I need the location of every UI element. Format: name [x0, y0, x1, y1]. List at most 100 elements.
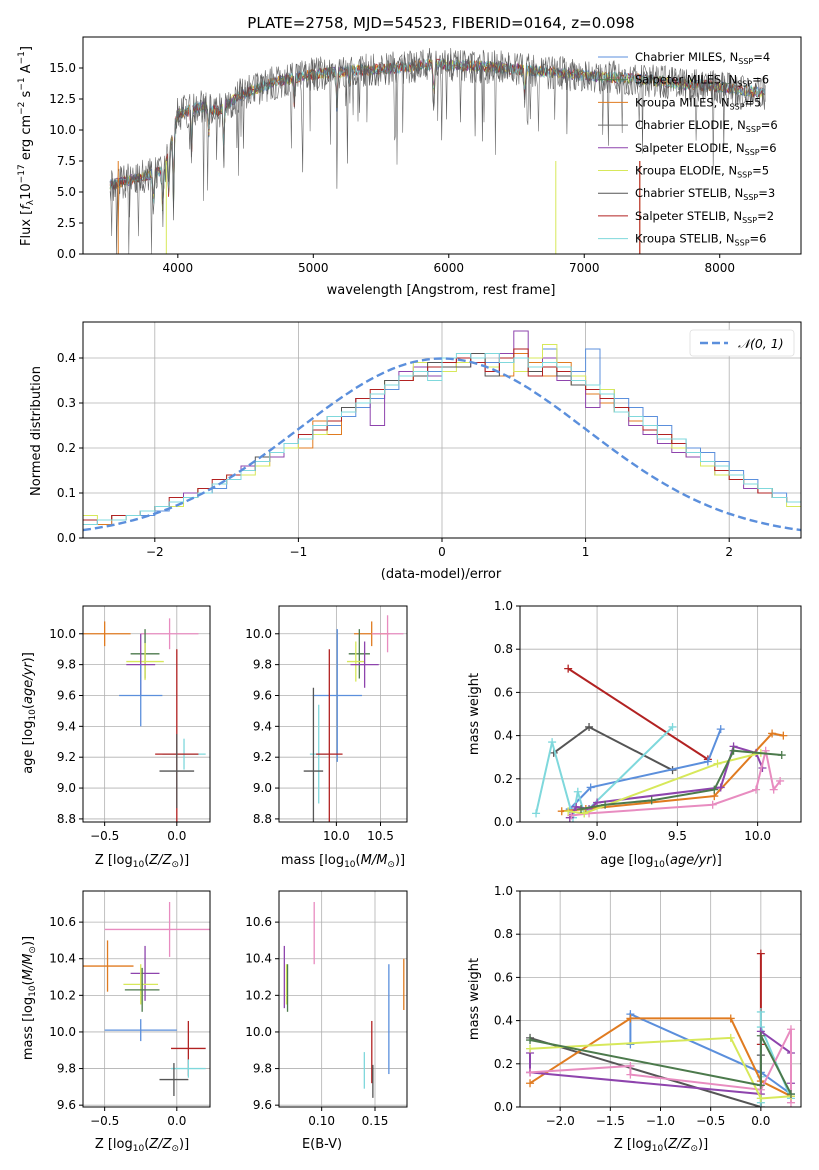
x-tick-label: 10.0 — [323, 829, 350, 843]
y-tick-label: 15.0 — [49, 61, 76, 75]
weight-marker — [626, 1070, 635, 1079]
error-point — [312, 629, 362, 762]
y-tick-label: 0.2 — [57, 441, 76, 455]
x-tick-label: 8000 — [704, 261, 735, 275]
error-point — [303, 687, 324, 822]
weight-marker — [756, 949, 765, 958]
plot-area — [83, 330, 801, 538]
x-tick-label: 5000 — [298, 261, 329, 275]
weight-marker — [567, 811, 576, 820]
weight-marker — [601, 800, 610, 809]
y-tick-label: 0.4 — [57, 351, 76, 365]
x-tick-label: 0.0 — [167, 1114, 186, 1128]
weight-marker — [586, 783, 595, 792]
legend-label: Salpeter ELODIE, NSSP=6 — [635, 141, 777, 157]
mass-vs-metallicity-plot: −0.5 0.0 9.6 9.8 10.0 10.2 10.4 10.6 — [49, 890, 211, 1128]
legend-label: Kroupa ELODIE, NSSP=5 — [635, 164, 769, 180]
weight-marker — [564, 807, 573, 816]
y-tick-label: 0.1 — [57, 486, 76, 500]
y-tick-label: 0.0 — [57, 247, 76, 261]
y-tick-label: 9.8 — [253, 1062, 272, 1076]
spectrum-title: PLATE=2758, MJD=54523, FIBERID=0164, z=0… — [247, 14, 634, 32]
weight-marker — [526, 1068, 535, 1077]
mw-z-xlabel: Z [log10(Z/Z⊙)] — [614, 1137, 708, 1154]
x-tick-label: 6000 — [434, 261, 465, 275]
y-tick-label: 9.4 — [57, 719, 76, 733]
weight-marker — [626, 1014, 635, 1023]
error-point — [159, 1063, 189, 1097]
weight-line — [535, 726, 674, 818]
spectrum-legend: Chabrier MILES, NSSP=4 Salpeter MILES, NS… — [598, 50, 778, 248]
weight-marker — [779, 731, 788, 740]
y-tick-label: 10.4 — [49, 952, 76, 966]
weight-marker — [713, 759, 722, 768]
weight-marker — [710, 785, 719, 794]
legend-label: 𝒩(0, 1) — [738, 336, 784, 351]
mw-age-xlabel: age [log10(age/yr)] — [600, 853, 722, 870]
error-point — [83, 940, 134, 992]
y-tick-label: 0.4 — [494, 1014, 513, 1028]
x-tick-label: 7000 — [569, 261, 600, 275]
age-vs-mass-plot: 10.0 10.5 8.8 9.0 9.2 9.4 9.6 9.8 10.0 — [245, 605, 408, 843]
legend-label: Chabrier STELIB, NSSP=3 — [635, 186, 775, 202]
y-tick-label: 7.5 — [57, 154, 76, 168]
weight-marker — [769, 785, 778, 794]
y-tick-label: 0.4 — [494, 729, 513, 743]
weight-marker — [703, 757, 712, 766]
y-tick-label: 1.0 — [494, 599, 513, 613]
y-tick-label: 10.6 — [49, 915, 76, 929]
plot-area — [83, 901, 210, 1097]
y-tick-label: 0.8 — [494, 927, 513, 941]
y-tick-label: 9.0 — [57, 781, 76, 795]
y-tick-label: 10.2 — [245, 988, 272, 1002]
age-z-ylabel: age [log10(age/yr)] — [21, 652, 38, 774]
plot-area — [83, 618, 206, 822]
weight-marker — [729, 746, 738, 755]
y-tick-label: 0.2 — [494, 1057, 513, 1071]
massweight-vs-metallicity-plot: −2.0 −1.5 −1.0 −0.5 0.0 0.0 0.2 0.4 0.6 0.8 1.0 — [494, 884, 802, 1128]
error-point — [159, 734, 195, 809]
x-tick-label: −1.5 — [596, 1114, 625, 1128]
weight-line — [553, 725, 673, 772]
x-tick-label: −2.0 — [546, 1114, 575, 1128]
error-point — [104, 1019, 177, 1042]
legend-label: Kroupa MILES, NSSP=5 — [635, 95, 761, 111]
y-tick-label: 9.8 — [57, 1062, 76, 1076]
x-tick-label: 10.0 — [744, 829, 771, 843]
y-tick-label: 9.2 — [253, 750, 272, 764]
axes-frame — [278, 890, 408, 1108]
weight-marker — [756, 1081, 765, 1090]
error-point — [119, 664, 163, 727]
weight-marker — [626, 1061, 635, 1070]
plot-area — [109, 47, 766, 254]
x-tick-label: −1 — [290, 545, 308, 559]
weight-marker — [526, 1079, 535, 1088]
weight-marker — [756, 1007, 765, 1016]
weight-line — [567, 667, 709, 761]
weight-marker — [752, 785, 761, 794]
error-point — [348, 629, 370, 679]
spectrum-xlabel: wavelength [Angstrom, rest frame] — [327, 283, 556, 298]
y-tick-label: 10.0 — [49, 123, 76, 137]
y-tick-label: 10.0 — [245, 1025, 272, 1039]
weight-marker — [768, 729, 777, 738]
weight-line — [629, 1012, 792, 1095]
axes-frame — [519, 605, 802, 823]
weight-marker — [756, 1031, 765, 1040]
error-point — [130, 945, 160, 1001]
y-tick-label: 9.8 — [57, 658, 76, 672]
axes-frame — [82, 890, 211, 1108]
y-tick-label: 10.0 — [49, 627, 76, 641]
error-point — [104, 901, 210, 957]
weight-marker — [647, 796, 656, 805]
y-tick-label: 10.2 — [49, 988, 76, 1002]
legend-label: Salpeter MILES, NSSP=6 — [635, 73, 769, 89]
y-tick-label: 12.5 — [49, 92, 76, 106]
mass-ebv-xlabel: E(B-V) — [302, 1137, 342, 1152]
x-tick-label: 10.5 — [367, 829, 394, 843]
weight-marker — [526, 1044, 535, 1053]
weight-marker — [572, 802, 581, 811]
mw-age-ylabel: mass weight — [467, 673, 482, 755]
mass-vs-ebv-plot: 0.10 0.15 9.6 9.8 10.0 10.2 10.4 10.6 — [245, 890, 408, 1128]
weight-line — [529, 1028, 792, 1103]
